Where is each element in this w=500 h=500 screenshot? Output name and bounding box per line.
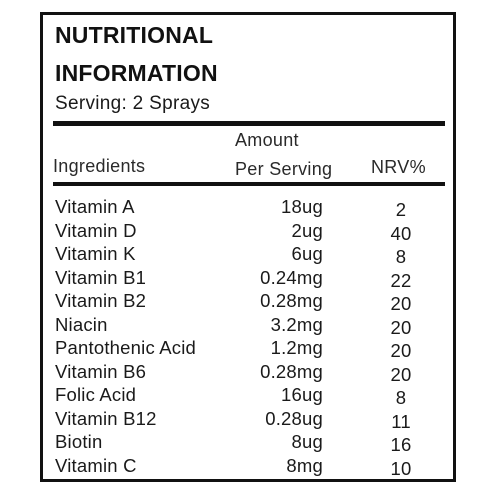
amount-header-line1: Amount	[235, 130, 299, 150]
panel-title-line1: NUTRITIONAL	[55, 22, 214, 48]
table-row: Vitamin B1 0.24mg 22	[55, 266, 412, 291]
amount-header-line2: Per Serving	[235, 159, 333, 179]
nutrient-name: Vitamin D	[55, 219, 137, 241]
panel-title-line2: INFORMATION	[55, 60, 218, 86]
nrv-header: NRV%	[371, 157, 426, 177]
nutrient-name: Vitamin B1	[55, 266, 147, 288]
nutrient-amount: 0.28mg	[260, 290, 323, 311]
nutrient-amount: 0.24mg	[260, 266, 323, 288]
nutrient-name: Pantothenic Acid	[55, 337, 197, 358]
nutrient-amount: 16ug	[281, 384, 323, 405]
nutrient-amount: 8ug	[291, 431, 323, 452]
nutrient-name: Folic Acid	[55, 384, 137, 405]
nutrient-table: Vitamin A 18ug 2 Vitamin D 2ug 40 Vitamin K 6ug…	[43, 195, 453, 479]
table-row: Vitamin B12 0.28ug 11	[55, 407, 411, 432]
nutrient-amount: 2ug	[291, 219, 323, 241]
table-row: Biotin 8ug 16	[55, 431, 412, 455]
table-row: Vitamin D 2ug 40	[55, 219, 412, 244]
nutrient-amount: 3.2mg	[270, 313, 323, 335]
nutrient-name: Vitamin K	[55, 243, 136, 264]
nutrient-name: Vitamin B2	[55, 290, 147, 311]
thick-divider	[53, 121, 445, 126]
table-row: Pantothenic Acid 1.2mg 20	[55, 337, 412, 361]
nutrient-name: Vitamin A	[55, 196, 135, 217]
nutrient-name: Vitamin C	[55, 454, 137, 476]
table-row: Niacin 3.2mg 20	[55, 313, 412, 338]
serving-size: Serving: 2 Sprays	[55, 93, 211, 114]
nutrient-amount: 0.28mg	[260, 360, 323, 382]
table-row: Vitamin A 18ug 2	[55, 196, 407, 220]
table-row: Vitamin C 8mg 10	[55, 454, 412, 479]
nutrient-amount: 8mg	[286, 454, 323, 476]
nutrient-name: Vitamin B12	[55, 407, 157, 429]
nutrient-name: Biotin	[55, 431, 103, 452]
nutrient-amount: 18ug	[281, 196, 323, 217]
ingredients-header: Ingredients	[53, 156, 146, 176]
table-row: Vitamin B6 0.28mg 20	[55, 360, 412, 385]
nutrient-amount: 6ug	[291, 243, 323, 264]
nutrient-name: Niacin	[55, 313, 108, 335]
nutrient-amount: 1.2mg	[270, 337, 323, 358]
table-row: Vitamin K 6ug 8	[55, 243, 407, 267]
nutrition-panel: NUTRITIONAL INFORMATION Serving: 2 Spray…	[40, 12, 456, 482]
nutrient-name: Vitamin B6	[55, 360, 147, 382]
table-row: Vitamin B2 0.28mg 20	[55, 290, 412, 314]
table-row: Folic Acid 16ug 8	[55, 384, 407, 408]
header-divider	[53, 182, 445, 186]
nutrient-amount: 0.28ug	[265, 407, 323, 429]
